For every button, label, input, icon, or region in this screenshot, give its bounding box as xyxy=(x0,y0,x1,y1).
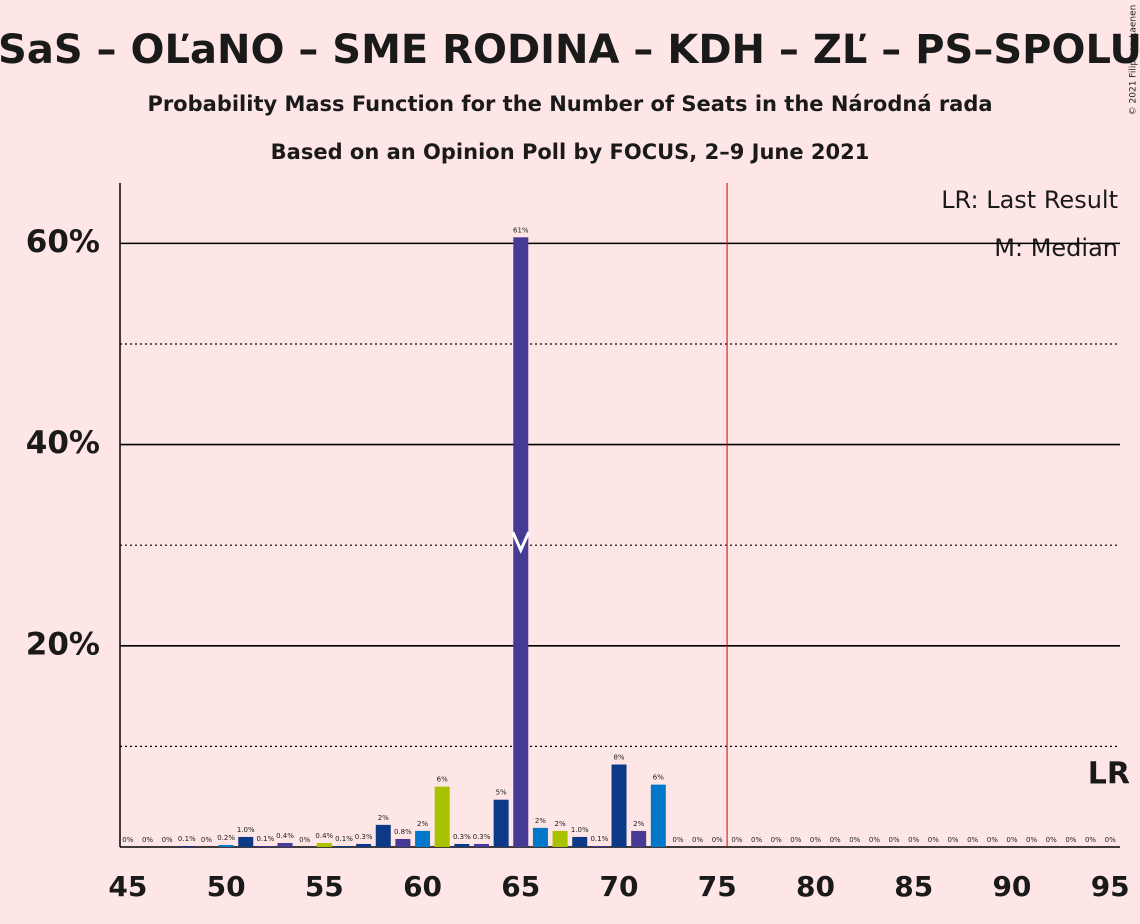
value-label: 0% xyxy=(201,836,212,844)
y-tick-label: 40% xyxy=(26,425,100,461)
value-label: 0.3% xyxy=(473,833,491,841)
value-label: 0% xyxy=(967,836,978,844)
value-label: 2% xyxy=(555,820,566,828)
value-label: 0.2% xyxy=(217,834,235,842)
value-label: 0% xyxy=(731,836,742,844)
x-tick-label: 85 xyxy=(894,870,933,903)
bar xyxy=(395,838,411,847)
value-label: 0% xyxy=(790,836,801,844)
bar xyxy=(552,830,568,847)
x-tick-label: 70 xyxy=(600,870,639,903)
value-label: 0.1% xyxy=(256,835,274,843)
value-label: 5% xyxy=(496,789,507,797)
bar xyxy=(179,845,195,847)
x-tick-label: 45 xyxy=(108,870,147,903)
chart-title: SaS – OĽaNO – SME RODINA – KDH – ZĽ – PS… xyxy=(0,27,1140,73)
value-label: 0% xyxy=(771,836,782,844)
y-tick-label: 20% xyxy=(26,626,100,662)
x-tick-label: 50 xyxy=(207,870,246,903)
value-label: 0.1% xyxy=(335,835,353,843)
value-label: 2% xyxy=(633,820,644,828)
value-label: 0% xyxy=(1105,836,1116,844)
value-label: 0% xyxy=(162,836,173,844)
bar xyxy=(316,842,332,847)
value-label: 0% xyxy=(830,836,841,844)
x-tick-label: 75 xyxy=(698,870,737,903)
legend-entry: M: Median xyxy=(994,234,1118,262)
value-label: 6% xyxy=(437,776,448,784)
value-label: 1.0% xyxy=(237,826,255,834)
value-label: 0% xyxy=(712,836,723,844)
bar xyxy=(257,845,273,847)
copyright: © 2021 Filip van Laenen xyxy=(1129,5,1139,116)
value-label: 0.1% xyxy=(590,835,608,843)
x-tick-label: 60 xyxy=(403,870,442,903)
bar xyxy=(434,786,450,847)
value-label: 0.1% xyxy=(178,835,196,843)
value-label: 0% xyxy=(751,836,762,844)
value-label: 2% xyxy=(378,814,389,822)
value-label: 0% xyxy=(142,836,153,844)
value-label: 0% xyxy=(1085,836,1096,844)
median-marker xyxy=(511,531,531,554)
value-label: 0% xyxy=(1026,836,1037,844)
value-label: 0% xyxy=(869,836,880,844)
last-result-label: LR xyxy=(1088,757,1130,792)
bar xyxy=(513,237,529,847)
value-label: 2% xyxy=(417,820,428,828)
value-label: 0% xyxy=(947,836,958,844)
value-label: 8% xyxy=(613,754,624,762)
bar xyxy=(532,827,548,847)
value-label: 0% xyxy=(692,836,703,844)
x-tick-label: 65 xyxy=(501,870,540,903)
value-label: 61% xyxy=(513,226,529,234)
value-label: 0% xyxy=(672,836,683,844)
bar xyxy=(572,836,588,847)
value-label: 0% xyxy=(299,836,310,844)
value-label: 0.8% xyxy=(394,828,412,836)
value-label: 0% xyxy=(908,836,919,844)
x-tick-label: 95 xyxy=(1091,870,1130,903)
bar xyxy=(336,845,352,847)
x-tick-label: 80 xyxy=(796,870,835,903)
value-label: 0% xyxy=(1065,836,1076,844)
bar xyxy=(218,844,234,847)
bar xyxy=(650,784,666,847)
value-label: 0% xyxy=(889,836,900,844)
bar xyxy=(591,845,607,847)
chart-subtitle: Probability Mass Function for the Number… xyxy=(147,92,992,116)
value-label: 0% xyxy=(122,836,133,844)
value-label: 0% xyxy=(987,836,998,844)
bar xyxy=(454,843,470,847)
bar xyxy=(493,799,509,847)
value-label: 0.3% xyxy=(355,833,373,841)
bar xyxy=(415,830,431,847)
bar xyxy=(631,830,647,847)
legend-entry: LR: Last Result xyxy=(941,186,1118,214)
value-label: 6% xyxy=(653,774,664,782)
value-label: 0.4% xyxy=(315,832,333,840)
value-label: 1.0% xyxy=(571,826,589,834)
value-label: 2% xyxy=(535,817,546,825)
bar xyxy=(375,824,391,847)
bar xyxy=(611,764,627,847)
value-label: 0% xyxy=(1046,836,1057,844)
value-label: 0% xyxy=(928,836,939,844)
bar xyxy=(277,842,293,847)
bar xyxy=(473,843,489,847)
value-label: 0.4% xyxy=(276,832,294,840)
bar xyxy=(238,836,254,847)
value-label: 0.3% xyxy=(453,833,471,841)
x-tick-label: 55 xyxy=(305,870,344,903)
x-tick-label: 90 xyxy=(992,870,1031,903)
value-label: 0% xyxy=(849,836,860,844)
y-tick-label: 60% xyxy=(26,224,100,260)
value-label: 0% xyxy=(1006,836,1017,844)
value-label: 0% xyxy=(810,836,821,844)
bar xyxy=(356,843,372,847)
chart-subtitle: Based on an Opinion Poll by FOCUS, 2–9 J… xyxy=(271,140,870,164)
